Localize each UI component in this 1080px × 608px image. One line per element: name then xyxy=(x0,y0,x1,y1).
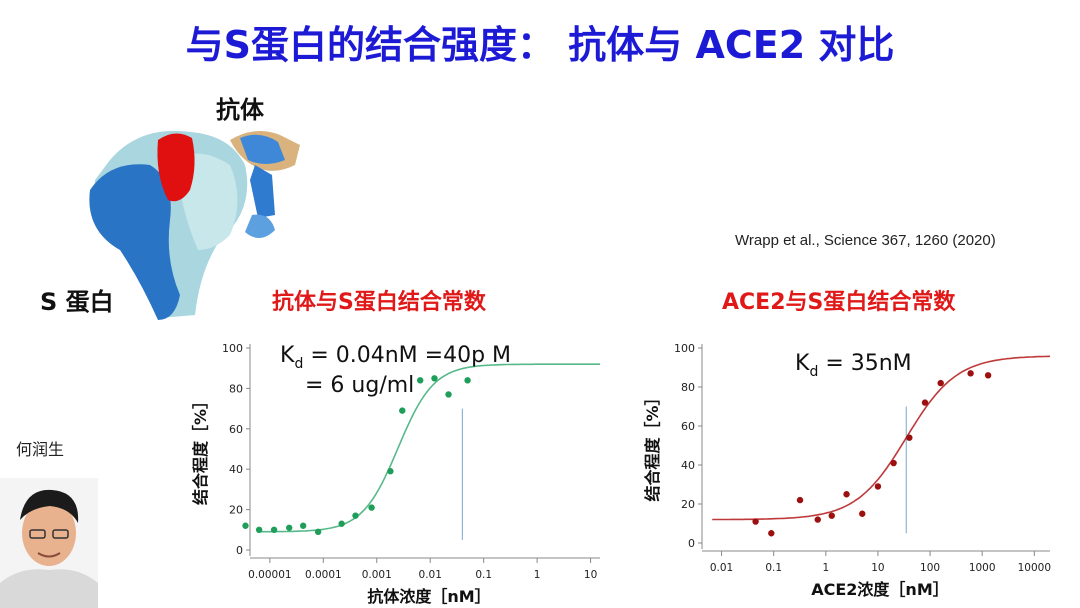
data-point xyxy=(921,399,929,406)
y-tick-label: 60 xyxy=(681,420,695,433)
y-tick-label: 20 xyxy=(229,504,243,517)
kd-annotation-line2: = 6 ug/ml xyxy=(305,373,414,398)
spike-protein-label: S 蛋白 xyxy=(40,288,114,316)
data-point xyxy=(843,491,850,498)
y-axis-label: 结合程度［%］ xyxy=(643,389,662,502)
data-point xyxy=(299,522,307,529)
x-tick-label: 0.00001 xyxy=(248,569,291,581)
y-tick-label: 0 xyxy=(236,544,243,557)
citation: Wrapp et al., Science 367, 1260 (2020) xyxy=(735,232,996,249)
x-tick-label: 100 xyxy=(920,562,940,574)
fit-curve xyxy=(712,355,1051,521)
x-tick-label: 10 xyxy=(584,569,597,581)
data-point xyxy=(445,391,452,398)
antibody-label: 抗体 xyxy=(216,96,264,124)
presenter-name: 何润生 xyxy=(16,440,65,459)
data-point xyxy=(285,524,293,531)
data-point xyxy=(368,504,375,511)
chart2-title: ACE2与S蛋白结合常数 xyxy=(722,290,956,315)
data-point xyxy=(417,377,424,384)
y-tick-label: 80 xyxy=(229,382,243,395)
x-tick-label: 0.0001 xyxy=(305,569,342,581)
x-tick-label: 0.1 xyxy=(765,562,782,574)
data-point xyxy=(387,468,394,475)
y-tick-label: 100 xyxy=(674,342,695,355)
y-axis-label: 结合程度［%］ xyxy=(191,393,210,506)
y-tick-label: 100 xyxy=(222,342,243,355)
data-point xyxy=(464,377,471,384)
data-point xyxy=(796,496,804,504)
x-axis-label: ACE2浓度［nM］ xyxy=(811,580,949,599)
y-tick-label: 80 xyxy=(681,381,695,394)
y-tick-label: 60 xyxy=(229,423,243,436)
data-point xyxy=(937,379,944,387)
data-point xyxy=(431,375,438,382)
x-axis-label: 抗体浓度［nM］ xyxy=(367,587,490,605)
data-point xyxy=(874,483,882,490)
data-point xyxy=(828,512,835,519)
data-point xyxy=(984,372,992,379)
data-point xyxy=(752,518,759,525)
data-point xyxy=(814,516,821,523)
chart1-title: 抗体与S蛋白结合常数 xyxy=(272,290,486,315)
data-point xyxy=(967,370,974,377)
data-point xyxy=(890,459,897,467)
data-point xyxy=(859,510,866,517)
data-point xyxy=(338,520,345,527)
chart-antibody-binding: 0 20 40 60 80 100 0.00001 0.0001 0.001 0.01 0.1 1 1… xyxy=(191,342,600,605)
y-tick-label: 40 xyxy=(229,463,243,476)
x-tick-label: 10000 xyxy=(1018,562,1051,574)
x-tick-label: 0.1 xyxy=(475,569,492,581)
kd-annotation-line1: Kd = 0.04nM =40p M xyxy=(280,343,511,372)
x-tick-label: 0.01 xyxy=(710,562,733,574)
data-point xyxy=(242,522,249,529)
data-point xyxy=(255,526,263,533)
chart-ace2-binding: 0 20 40 60 80 100 0.01 0.1 1 10 100 1000 10000 结合程度… xyxy=(643,342,1051,599)
x-tick-label: 1000 xyxy=(969,562,996,574)
x-tick-label: 1 xyxy=(534,569,541,581)
x-tick-label: 10 xyxy=(871,562,884,574)
spike-protein-illustration xyxy=(89,130,300,320)
y-tick-label: 0 xyxy=(688,537,695,550)
kd-annotation: Kd = 35nM xyxy=(795,351,912,380)
data-point xyxy=(768,530,775,537)
data-point xyxy=(352,512,359,519)
y-tick-label: 20 xyxy=(681,498,695,511)
x-tick-label: 0.001 xyxy=(362,569,392,581)
data-point xyxy=(906,434,913,441)
data-point xyxy=(270,526,278,533)
data-point xyxy=(314,528,322,536)
y-tick-label: 40 xyxy=(681,459,695,472)
x-tick-label: 0.01 xyxy=(419,569,442,581)
data-point xyxy=(399,407,406,414)
slide-title: 与S蛋白的结合强度： 抗体与 ACE2 对比 xyxy=(185,23,895,67)
x-tick-label: 1 xyxy=(822,562,829,574)
presenter-photo xyxy=(0,478,98,608)
